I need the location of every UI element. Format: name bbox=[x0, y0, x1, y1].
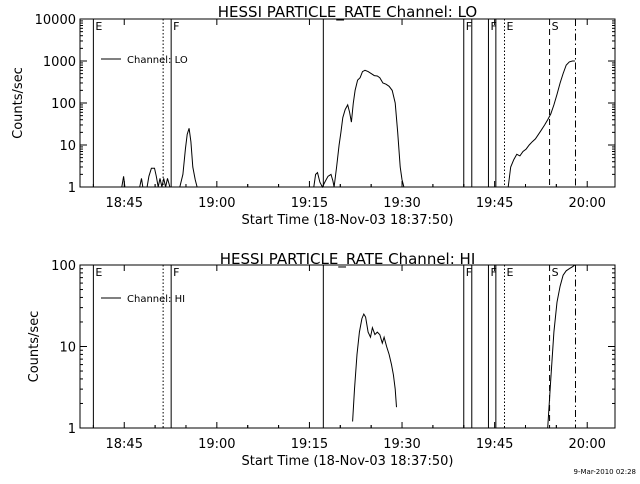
y-tick-label: 1 bbox=[68, 422, 76, 437]
x-tick-label: 19:00 bbox=[198, 437, 235, 452]
y-tick-label: 1 bbox=[68, 181, 76, 196]
panel-lo: HESSI PARTICLE_RATE Channel: LO 18:45 19:0… bbox=[11, 3, 616, 228]
x-tick-label: 19:15 bbox=[291, 196, 328, 211]
event-label: F bbox=[490, 266, 496, 279]
event-label: E bbox=[507, 266, 514, 279]
x-tick-label: 19:45 bbox=[476, 196, 513, 211]
chart-title: HESSI PARTICLE_RATE Channel: HI bbox=[220, 250, 476, 269]
event-label: F bbox=[490, 20, 496, 33]
series-line bbox=[547, 264, 576, 429]
event-label: E bbox=[95, 20, 102, 33]
event-label: E bbox=[95, 266, 102, 279]
x-tick-label: 18:45 bbox=[106, 196, 143, 211]
x-tick-label: 18:45 bbox=[106, 437, 143, 452]
y-axis-label: Counts/sec bbox=[11, 67, 26, 139]
y-tick-label: 10 bbox=[59, 139, 76, 154]
footer-timestamp: 9-Mar-2010 02:28 bbox=[574, 468, 636, 476]
x-tick-label: 19:45 bbox=[476, 437, 513, 452]
legend-label: Channel: HI bbox=[127, 294, 185, 305]
x-tick-label: 19:00 bbox=[198, 196, 235, 211]
chart-title: HESSI PARTICLE_RATE Channel: LO bbox=[218, 3, 477, 22]
x-axis-label: Start Time (18-Nov-03 18:37:50) bbox=[242, 213, 454, 228]
series-line bbox=[139, 178, 144, 188]
x-tick-label: 19:30 bbox=[383, 437, 420, 452]
series-line bbox=[507, 60, 575, 188]
y-axis-label: Counts/sec bbox=[27, 311, 42, 383]
series-line bbox=[352, 313, 397, 422]
event-label: F bbox=[173, 266, 179, 279]
x-axis-label: Start Time (18-Nov-03 18:37:50) bbox=[242, 454, 454, 469]
event-label: E bbox=[507, 20, 514, 33]
x-tick-label: 20:00 bbox=[568, 196, 605, 211]
y-tick-label: 100 bbox=[51, 259, 76, 274]
x-tick-label: 19:15 bbox=[291, 437, 328, 452]
event-label: S bbox=[552, 20, 559, 33]
x-tick-label: 20:00 bbox=[568, 437, 605, 452]
legend-label: Channel: LO bbox=[127, 55, 188, 66]
series-line bbox=[179, 128, 198, 188]
event-label: F bbox=[173, 20, 179, 33]
event-label: S bbox=[552, 266, 559, 279]
y-tick-label: 1000 bbox=[43, 55, 76, 70]
y-tick-label: 100 bbox=[51, 97, 76, 112]
y-tick-label: 10000 bbox=[35, 13, 76, 28]
series-line bbox=[121, 176, 126, 188]
event-label: F bbox=[466, 20, 472, 33]
y-tick-label: 10 bbox=[59, 341, 76, 356]
series-line bbox=[313, 69, 405, 189]
panel-hi: HESSI PARTICLE_RATE Channel: HI 18:45 19:0… bbox=[27, 250, 616, 469]
x-tick-label: 19:30 bbox=[383, 196, 420, 211]
event-label: F bbox=[466, 266, 472, 279]
series-line bbox=[146, 167, 171, 188]
